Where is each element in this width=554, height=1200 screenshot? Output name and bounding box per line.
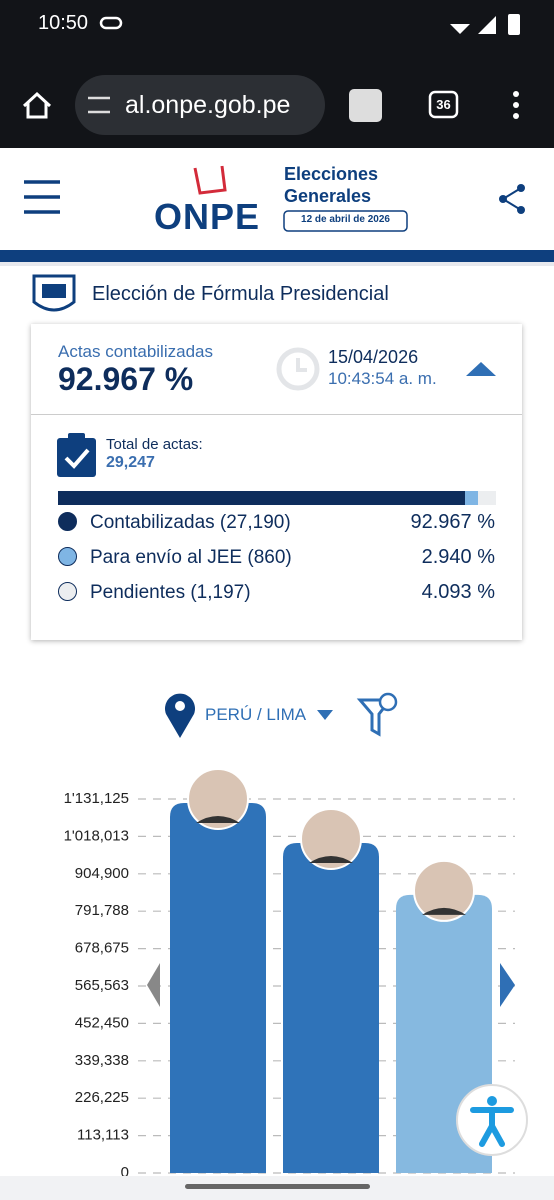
wifi-icon: [450, 24, 470, 34]
candidate-suit: [422, 907, 466, 915]
y-tick-label: 0: [121, 1164, 129, 1181]
header-line1: Elecciones: [284, 164, 379, 184]
tab-count: 36: [436, 97, 451, 112]
accessibility-body: [470, 1107, 514, 1147]
tabs-button[interactable]: [428, 90, 459, 119]
battery-icon: [508, 14, 520, 35]
next-arrow: [500, 963, 515, 1007]
clock-icon: [276, 347, 320, 391]
header-shadow: [0, 262, 554, 266]
y-tick-label: 113,113: [77, 1127, 129, 1144]
row-label: Pendientes (1,197): [90, 582, 251, 603]
site-header: [0, 165, 554, 266]
y-tick-label: 1'131,125: [64, 790, 129, 807]
url-bar[interactable]: [75, 75, 325, 135]
section-title: Elección de Fórmula Presidencial: [92, 283, 389, 305]
progress-bar: [58, 491, 496, 505]
y-tick-label: 678,675: [75, 940, 129, 957]
site-settings[interactable]: [88, 96, 110, 114]
y-tick-label: 226,225: [75, 1089, 129, 1106]
legend-dot: [58, 512, 77, 531]
prev-arrow: [147, 963, 160, 1007]
collapse-toggle[interactable]: [466, 362, 496, 376]
legend-dot: [58, 582, 77, 601]
progress-segment: [465, 491, 479, 505]
nav-handle: [185, 1184, 370, 1189]
location-icons: [165, 692, 398, 738]
header-strip: [0, 250, 554, 262]
y-tick-label: 339,338: [75, 1052, 129, 1069]
location-dropdown[interactable]: [317, 710, 333, 720]
candidate-photo: [300, 808, 362, 871]
row-percent: 4.093 %: [421, 581, 495, 603]
location-text[interactable]: PERÚ / LIMA: [205, 705, 307, 724]
url-text: al.onpe.gob.pe: [125, 91, 291, 119]
date-box: [283, 210, 408, 232]
row-percent: 92.967 %: [410, 511, 495, 533]
bar: [170, 803, 266, 1173]
progress-segment: [58, 491, 466, 505]
clipboard-icon: [57, 433, 96, 477]
signal-icon: [478, 16, 496, 34]
actas-label: Actas contabilizadas: [58, 342, 213, 361]
candidate-suit: [196, 816, 240, 824]
menu-dot: [513, 102, 519, 108]
row-percent: 2.940 %: [421, 546, 495, 568]
menu-dot[interactable]: [513, 91, 519, 97]
y-tick-label: 1'018,013: [64, 827, 129, 844]
header-line2: Generales: [284, 186, 372, 206]
card-divider: [31, 414, 522, 415]
y-tick-label: 904,900: [75, 865, 129, 882]
share-lines: [502, 187, 522, 211]
browser-icons: [22, 14, 520, 135]
emblem: [32, 274, 76, 312]
candidate-suit: [309, 856, 353, 864]
candidate-photo: [187, 768, 249, 831]
row-label: Contabilizadas (27,190): [90, 512, 291, 533]
total-label: Total de actas:: [106, 436, 203, 453]
translate-button[interactable]: [349, 89, 382, 122]
row-label: Para envío al JEE (860): [90, 547, 292, 568]
chart: 0 113,113 226,225 339,338 452,450 565,563 678,…: [0, 768, 554, 1200]
pin-icon: [165, 693, 195, 738]
card-icons: [276, 347, 496, 391]
bar: [283, 843, 379, 1173]
menu-dot: [513, 113, 519, 119]
y-tick-label: 565,563: [75, 977, 129, 994]
election-date: 12 de abril de 2026: [301, 214, 390, 225]
progress-segment: [478, 491, 496, 505]
voicemail-icon: [99, 16, 123, 30]
summary-card: [31, 324, 522, 640]
logo-mark: [193, 165, 227, 195]
hamburger-menu[interactable]: [24, 180, 60, 214]
actas-percent: 92.967 %: [58, 361, 194, 397]
y-tick-label: 791,788: [75, 902, 129, 919]
total-value: 29,247: [106, 454, 155, 471]
clock: 10:50: [38, 12, 89, 34]
logo: ONPE: [154, 196, 261, 237]
legend-dot: [58, 547, 77, 566]
update-date: 15/04/2026: [328, 347, 419, 367]
y-tick-label: 452,450: [75, 1014, 129, 1031]
candidate-photo: [413, 859, 475, 922]
accessibility-head: [487, 1096, 497, 1106]
update-time: 10:43:54 a. m.: [328, 369, 437, 388]
home-button[interactable]: [22, 91, 52, 119]
